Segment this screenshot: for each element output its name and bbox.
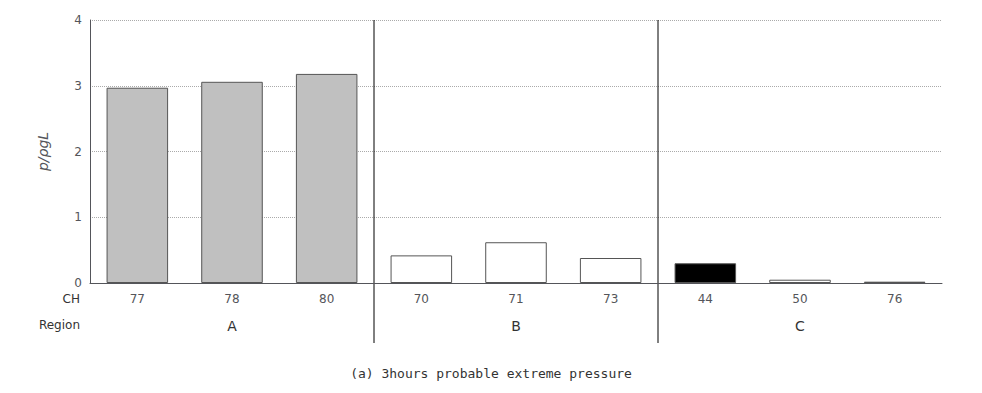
- svg-text:A: A: [227, 318, 237, 334]
- svg-text:2: 2: [74, 145, 82, 159]
- svg-text:0: 0: [74, 276, 82, 290]
- svg-text:44: 44: [698, 292, 713, 306]
- svg-text:77: 77: [130, 292, 145, 306]
- svg-text:C: C: [795, 318, 805, 334]
- svg-text:CH: CH: [63, 292, 80, 306]
- svg-text:(a) 3hours probable extreme pr: (a) 3hours probable extreme pressure: [350, 366, 632, 381]
- svg-text:70: 70: [414, 292, 429, 306]
- svg-text:1: 1: [74, 210, 82, 224]
- svg-text:50: 50: [792, 292, 807, 306]
- svg-text:3: 3: [74, 79, 82, 93]
- svg-text:78: 78: [224, 292, 239, 306]
- svg-text:76: 76: [887, 292, 902, 306]
- svg-text:B: B: [511, 318, 521, 334]
- svg-text:4: 4: [74, 13, 82, 27]
- svg-text:80: 80: [319, 292, 334, 306]
- svg-text:Region: Region: [39, 318, 80, 332]
- svg-text:p/ρgL: p/ρgL: [35, 132, 51, 172]
- svg-text:73: 73: [603, 292, 618, 306]
- svg-text:71: 71: [508, 292, 523, 306]
